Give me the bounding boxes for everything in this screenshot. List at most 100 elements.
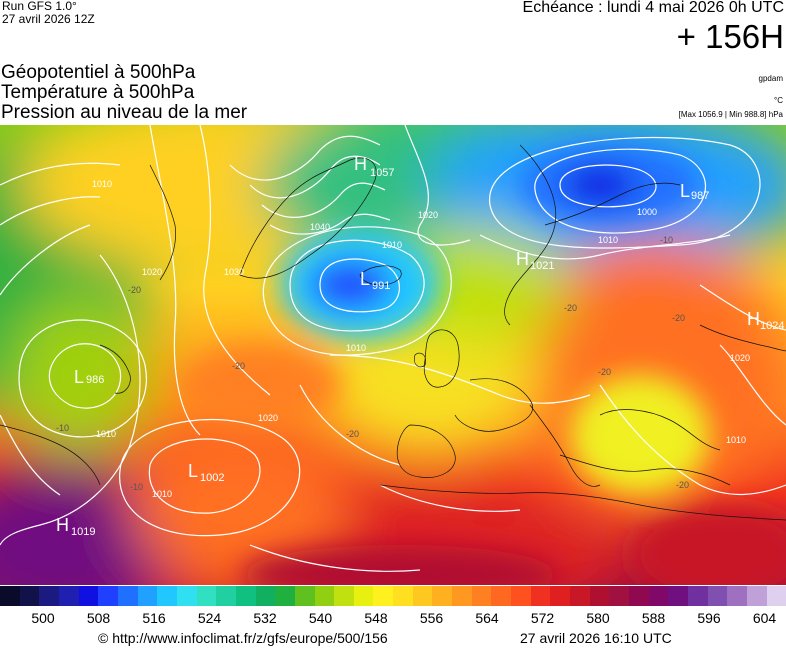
center-type-label: H: [354, 154, 367, 174]
isobar-label: 1010: [96, 429, 116, 439]
colorbar-label: 516: [142, 610, 166, 626]
colorbar-swatch: [629, 586, 649, 606]
center-value-label: 1019: [71, 526, 95, 538]
center-type-label: L: [360, 269, 370, 289]
generated-date: 27 avril 2026 16:10 UTC: [520, 630, 672, 646]
center-value-label: 1002: [200, 472, 224, 484]
colorbar-swatch: [98, 586, 118, 606]
isotherm-label: -20: [676, 480, 689, 490]
isotherm-label: -20: [232, 361, 245, 371]
colorbar-label: 508: [86, 610, 111, 626]
colorbar-label: 548: [364, 610, 388, 626]
colorbar-label: 540: [308, 610, 333, 626]
center-type-label: L: [188, 461, 198, 481]
colorbar-swatch: [373, 586, 394, 606]
weather-map-svg: H 1057 L 987 L 991 H 1021 H 1024 L 986 L…: [0, 125, 786, 585]
isotherm-label: -10: [660, 235, 673, 245]
lead-time: + 156H: [676, 18, 784, 55]
center-value-label: 1057: [370, 167, 394, 179]
isobar-label: 1020: [142, 267, 162, 277]
colorbar-swatch: [157, 586, 177, 606]
center-type-label: H: [747, 309, 760, 329]
isotherm-label: -10: [56, 423, 69, 433]
isotherm-label: -20: [564, 303, 577, 313]
colorbar-label: 572: [530, 610, 555, 626]
colorbar-swatch: [117, 586, 138, 606]
isobar-label: 1010: [92, 179, 112, 189]
colorbar-swatch: [196, 586, 217, 606]
source-credit: © http://www.infoclimat.fr/z/gfs/europe/…: [98, 630, 388, 646]
colorbar-swatch: [393, 586, 413, 606]
colorbar-swatch: [511, 586, 531, 606]
isobar-label: 1020: [730, 353, 750, 363]
coastlines: [0, 144, 786, 521]
colorbar-swatch: [550, 586, 571, 606]
colorbar-swatch: [687, 586, 708, 606]
colorbar-swatch: [589, 586, 610, 606]
isobar-label: 1010: [726, 435, 746, 445]
isotherm-label: -20: [598, 367, 611, 377]
colorbar-swatch: [491, 586, 512, 606]
center-type-label: H: [56, 515, 69, 535]
center-value-label: 1024: [760, 320, 784, 332]
isobar-label: 1010: [598, 235, 618, 245]
isobar-value-labels: 1010 1020 1030 1040 1010 1020 1000 1010 …: [92, 179, 750, 499]
colorbar-swatch: [452, 586, 472, 606]
colorbar-swatch: [609, 586, 629, 606]
colorbar-swatch: [334, 586, 354, 606]
colorbar-swatch: [137, 586, 158, 606]
title-temperature: Température à 500hPa: [1, 82, 195, 103]
colorbar-swatch: [432, 586, 453, 606]
colorbar-swatch: [255, 586, 276, 606]
weather-map: H 1057 L 987 L 991 H 1021 H 1024 L 986 L…: [0, 125, 786, 585]
isobar-label: 1010: [152, 489, 172, 499]
colorbar-swatch: [294, 586, 315, 606]
colorbar-swatch: [19, 586, 40, 606]
isotherm-label: -10: [130, 482, 143, 492]
colorbar-swatch: [707, 586, 728, 606]
isobar-label: 1040: [310, 222, 330, 232]
colorbar-swatch: [216, 586, 236, 606]
isotherm-label: -20: [672, 313, 685, 323]
colorbar-swatch: [235, 586, 256, 606]
colorbar-swatch: [314, 586, 335, 606]
pressure-center-labels: H 1057 L 987 L 991 H 1021 H 1024 L 986 L…: [56, 154, 784, 538]
isobar-label: 1020: [258, 413, 278, 423]
colorbar-label: 500: [31, 610, 55, 626]
colorbar-swatch: [412, 586, 433, 606]
colorbar-swatch: [727, 586, 747, 606]
colorbar-label: 564: [475, 610, 499, 626]
center-value-label: 987: [691, 190, 709, 202]
colorbar-label: 588: [641, 610, 666, 626]
run-label: Run GFS 1.0°: [2, 0, 77, 13]
isobar-label: 1020: [418, 210, 438, 220]
isobar-label: 1000: [637, 207, 657, 217]
colorbar-swatch: [570, 586, 590, 606]
colorbar-swatch: [471, 586, 492, 606]
unit-temperature: °C: [774, 96, 783, 105]
colorbar-swatch: [0, 586, 20, 606]
colorbar-swatch: [78, 586, 99, 606]
colorbar-label: 556: [419, 610, 444, 626]
colorbar-swatch: [39, 586, 59, 606]
colorbar-label: 524: [197, 610, 222, 626]
center-value-label: 986: [86, 374, 104, 386]
isobar-label: 1010: [346, 343, 366, 353]
forecast-valid-time: Echéance : lundi 4 mai 2026 0h UTC: [522, 0, 784, 16]
colorbar-label: 532: [253, 610, 277, 626]
colorbar-swatch: [766, 586, 786, 606]
center-type-label: H: [516, 249, 529, 269]
center-type-label: L: [74, 367, 84, 387]
unit-geopotential: gpdam: [758, 74, 783, 83]
colorbar: [0, 586, 786, 606]
colorbar-swatch: [353, 586, 374, 606]
colorbar-label: 596: [697, 610, 721, 626]
colorbar-swatch: [530, 586, 551, 606]
colorbar-label: 604: [752, 610, 777, 626]
colorbar-swatch: [58, 586, 79, 606]
center-value-label: 991: [372, 280, 390, 292]
isotherm-label: -20: [128, 285, 141, 295]
center-type-label: L: [680, 181, 690, 201]
colorbar-scale-labels: 500 508 516 524 532 540 548 556 564 572 580 588 596 6…: [0, 610, 786, 628]
colorbar-label: 580: [586, 610, 610, 626]
